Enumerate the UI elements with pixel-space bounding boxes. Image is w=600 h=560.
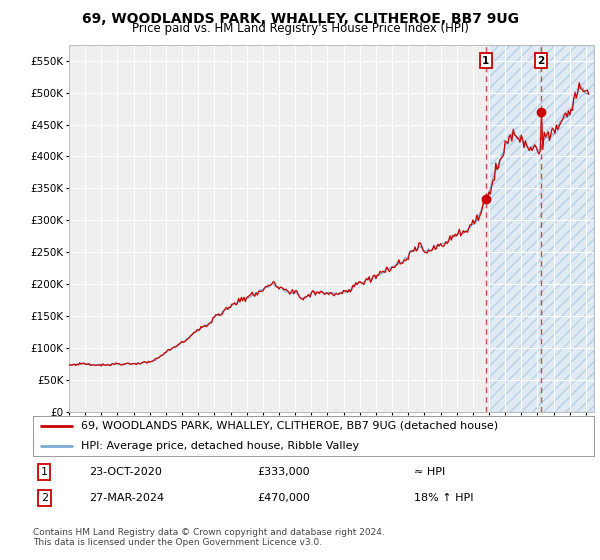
- Bar: [489, 45, 594, 412]
- Text: 1: 1: [482, 56, 490, 66]
- Text: 23-OCT-2020: 23-OCT-2020: [89, 467, 162, 477]
- Text: HPI: Average price, detached house, Ribble Valley: HPI: Average price, detached house, Ribb…: [80, 441, 359, 451]
- Text: 69, WOODLANDS PARK, WHALLEY, CLITHEROE, BB7 9UG: 69, WOODLANDS PARK, WHALLEY, CLITHEROE, …: [82, 12, 518, 26]
- Text: £470,000: £470,000: [257, 493, 310, 503]
- Text: 27-MAR-2024: 27-MAR-2024: [89, 493, 164, 503]
- Text: £333,000: £333,000: [257, 467, 310, 477]
- Text: 2: 2: [41, 493, 48, 503]
- Text: 2: 2: [538, 56, 545, 66]
- Text: 1: 1: [41, 467, 48, 477]
- Bar: [489, 45, 594, 412]
- Text: 18% ↑ HPI: 18% ↑ HPI: [415, 493, 474, 503]
- Text: Contains HM Land Registry data © Crown copyright and database right 2024.
This d: Contains HM Land Registry data © Crown c…: [33, 528, 385, 547]
- Text: Price paid vs. HM Land Registry's House Price Index (HPI): Price paid vs. HM Land Registry's House …: [131, 22, 469, 35]
- Text: 69, WOODLANDS PARK, WHALLEY, CLITHEROE, BB7 9UG (detached house): 69, WOODLANDS PARK, WHALLEY, CLITHEROE, …: [80, 421, 498, 431]
- Text: ≈ HPI: ≈ HPI: [415, 467, 446, 477]
